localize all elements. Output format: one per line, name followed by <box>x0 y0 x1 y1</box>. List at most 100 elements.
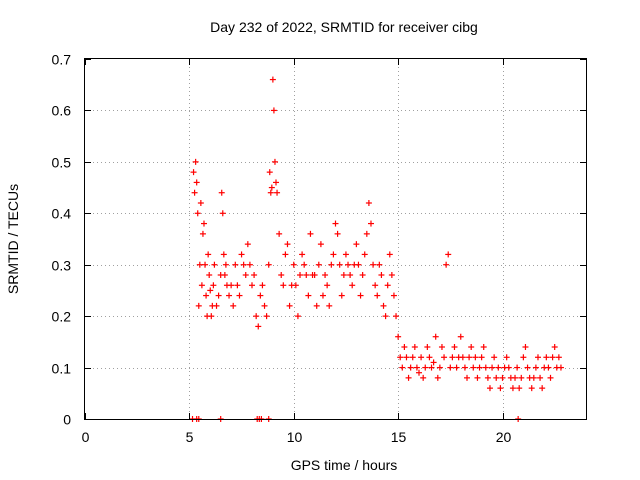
data-point <box>367 220 374 227</box>
data-point <box>336 261 343 268</box>
data-point <box>324 282 331 289</box>
ticks <box>85 59 586 420</box>
data-point <box>480 344 487 350</box>
x-tick-label: 15 <box>391 429 407 445</box>
data-point <box>537 374 544 381</box>
data-point <box>269 76 276 83</box>
data-point <box>449 354 456 361</box>
data-point <box>294 313 301 320</box>
x-tick-label: 0 <box>82 429 90 445</box>
data-point <box>472 354 479 361</box>
data-point <box>390 292 397 299</box>
y-tick-label: 0.2 <box>52 309 72 325</box>
data-point <box>199 230 206 237</box>
data-point <box>474 374 481 381</box>
y-tick-label: 0.1 <box>52 361 72 377</box>
data-point <box>443 261 450 268</box>
data-point <box>322 272 329 278</box>
data-point <box>359 272 366 278</box>
data-point <box>374 292 381 299</box>
data-point <box>326 302 333 309</box>
data-point <box>328 261 335 268</box>
data-point <box>213 302 220 309</box>
data-point <box>365 200 372 206</box>
data-point <box>203 292 210 299</box>
data-point <box>338 292 345 299</box>
data-point <box>539 385 546 392</box>
data-point <box>426 354 433 361</box>
data-points <box>189 76 564 422</box>
data-point <box>257 292 264 299</box>
data-point <box>493 374 500 381</box>
data-point <box>438 344 445 350</box>
data-point <box>197 200 204 206</box>
data-point <box>219 210 226 217</box>
data-point <box>303 272 310 278</box>
data-point <box>466 354 473 361</box>
x-tick-label: 20 <box>496 429 512 445</box>
data-point <box>522 344 529 350</box>
data-point <box>211 261 218 268</box>
data-point <box>230 302 237 309</box>
data-point <box>240 261 247 268</box>
data-point <box>422 364 429 371</box>
data-point <box>280 282 287 289</box>
data-point <box>528 385 535 392</box>
data-point <box>263 313 270 320</box>
data-point <box>251 272 258 278</box>
data-point <box>516 385 523 392</box>
data-point <box>532 364 539 371</box>
data-point <box>505 364 512 371</box>
data-point <box>401 344 408 350</box>
data-point <box>420 374 427 381</box>
data-point <box>434 374 441 381</box>
data-point <box>313 302 320 309</box>
data-point <box>436 364 443 371</box>
data-point <box>416 369 422 376</box>
data-point <box>284 241 291 248</box>
data-point <box>210 282 217 289</box>
data-point <box>486 385 493 392</box>
data-point <box>445 251 452 258</box>
data-point <box>476 364 483 371</box>
data-point <box>207 287 214 294</box>
data-point <box>246 261 253 268</box>
data-point <box>441 354 448 361</box>
data-point <box>355 261 362 268</box>
data-point <box>424 344 431 350</box>
data-point <box>286 302 293 309</box>
data-point <box>403 354 410 361</box>
data-point <box>509 385 516 392</box>
data-point <box>317 241 324 248</box>
data-point <box>378 272 385 278</box>
data-point <box>194 210 201 217</box>
x-tick-labels: 0 5 10 15 20 <box>82 429 512 445</box>
data-point <box>268 184 275 191</box>
data-point <box>206 272 213 278</box>
data-point <box>220 251 227 258</box>
y-axis-label: SRMTID / TECUs <box>5 184 21 294</box>
data-point <box>418 354 425 361</box>
data-point <box>202 261 209 268</box>
data-point <box>332 220 339 227</box>
y-tick-label: 0.5 <box>52 155 72 171</box>
data-point <box>380 302 387 309</box>
data-point <box>297 272 304 278</box>
data-point <box>244 241 251 248</box>
data-point <box>253 313 260 320</box>
data-point <box>345 261 352 268</box>
data-point <box>413 364 420 371</box>
data-point <box>514 364 521 371</box>
data-point <box>464 374 471 381</box>
data-point <box>192 158 199 165</box>
data-point <box>190 169 197 176</box>
data-point <box>266 169 273 176</box>
data-point <box>461 364 468 371</box>
data-point <box>276 230 283 237</box>
data-point <box>534 354 541 361</box>
data-point <box>265 261 272 268</box>
data-point <box>453 364 460 371</box>
data-point <box>551 344 558 350</box>
data-point <box>397 354 404 361</box>
